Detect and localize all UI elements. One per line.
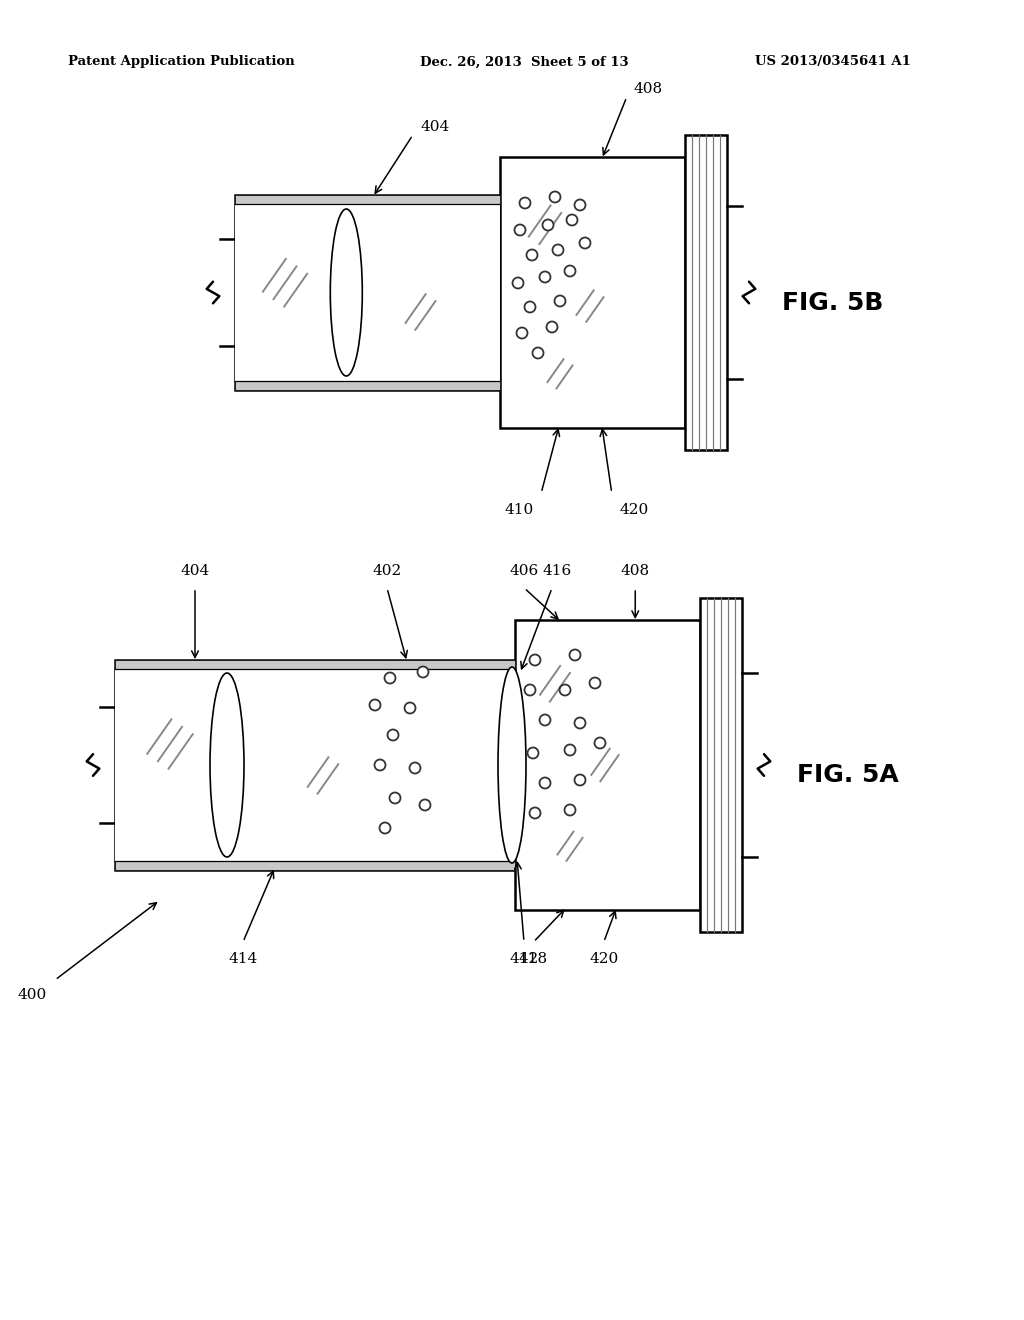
Circle shape	[574, 199, 586, 210]
Circle shape	[387, 730, 398, 741]
Circle shape	[526, 249, 538, 260]
Circle shape	[370, 700, 381, 710]
Text: 402: 402	[373, 564, 401, 578]
Circle shape	[569, 649, 581, 660]
Ellipse shape	[498, 667, 526, 863]
Circle shape	[418, 667, 428, 677]
Circle shape	[566, 214, 578, 226]
Circle shape	[553, 244, 563, 256]
Bar	[500, 157, 685, 428]
Bar	[234, 195, 500, 205]
Text: 420: 420	[620, 503, 649, 517]
Circle shape	[574, 775, 586, 785]
Bar	[115, 669, 515, 861]
Text: 408: 408	[634, 82, 663, 96]
Circle shape	[404, 702, 416, 714]
Circle shape	[543, 219, 554, 231]
Text: 400: 400	[17, 987, 47, 1002]
Circle shape	[555, 296, 565, 306]
Text: US 2013/0345641 A1: US 2013/0345641 A1	[755, 55, 911, 69]
Circle shape	[420, 800, 430, 810]
Bar	[115, 861, 515, 870]
Text: 406: 406	[510, 564, 539, 578]
Circle shape	[514, 224, 525, 235]
Text: 418: 418	[519, 952, 548, 966]
Circle shape	[590, 677, 600, 689]
Circle shape	[384, 672, 395, 684]
Circle shape	[559, 685, 570, 696]
Text: Patent Application Publication: Patent Application Publication	[68, 55, 295, 69]
Circle shape	[564, 804, 575, 816]
Circle shape	[540, 272, 551, 282]
Circle shape	[529, 655, 541, 665]
Circle shape	[564, 744, 575, 755]
Ellipse shape	[210, 673, 244, 857]
Circle shape	[540, 714, 551, 726]
Bar	[115, 660, 515, 870]
Bar	[234, 381, 500, 389]
Text: 416: 416	[543, 564, 571, 578]
Circle shape	[524, 685, 536, 696]
Circle shape	[524, 301, 536, 313]
Circle shape	[519, 198, 530, 209]
Bar	[685, 135, 727, 450]
Ellipse shape	[331, 209, 362, 376]
Text: 404: 404	[421, 120, 451, 135]
Text: 408: 408	[621, 564, 650, 578]
Circle shape	[550, 191, 560, 202]
Text: 420: 420	[589, 952, 618, 966]
Circle shape	[547, 322, 557, 333]
Circle shape	[574, 718, 586, 729]
Circle shape	[529, 808, 541, 818]
Text: 410: 410	[505, 503, 535, 517]
Circle shape	[527, 747, 539, 759]
Circle shape	[516, 327, 527, 338]
Circle shape	[580, 238, 591, 248]
Text: FIG. 5B: FIG. 5B	[782, 290, 884, 314]
Bar	[700, 598, 742, 932]
Circle shape	[532, 347, 544, 359]
Text: FIG. 5A: FIG. 5A	[797, 763, 899, 787]
Bar	[234, 205, 500, 381]
Bar	[115, 660, 515, 669]
Bar	[515, 620, 700, 909]
Circle shape	[410, 763, 421, 774]
Circle shape	[389, 792, 400, 804]
Circle shape	[595, 738, 605, 748]
Circle shape	[564, 265, 575, 276]
Text: 414: 414	[228, 952, 258, 966]
Circle shape	[380, 822, 390, 833]
Circle shape	[512, 277, 523, 289]
Circle shape	[540, 777, 551, 788]
Text: 412: 412	[509, 952, 539, 966]
Bar	[234, 195, 500, 389]
Text: Dec. 26, 2013  Sheet 5 of 13: Dec. 26, 2013 Sheet 5 of 13	[420, 55, 629, 69]
Circle shape	[375, 759, 385, 771]
Text: 404: 404	[180, 564, 210, 578]
